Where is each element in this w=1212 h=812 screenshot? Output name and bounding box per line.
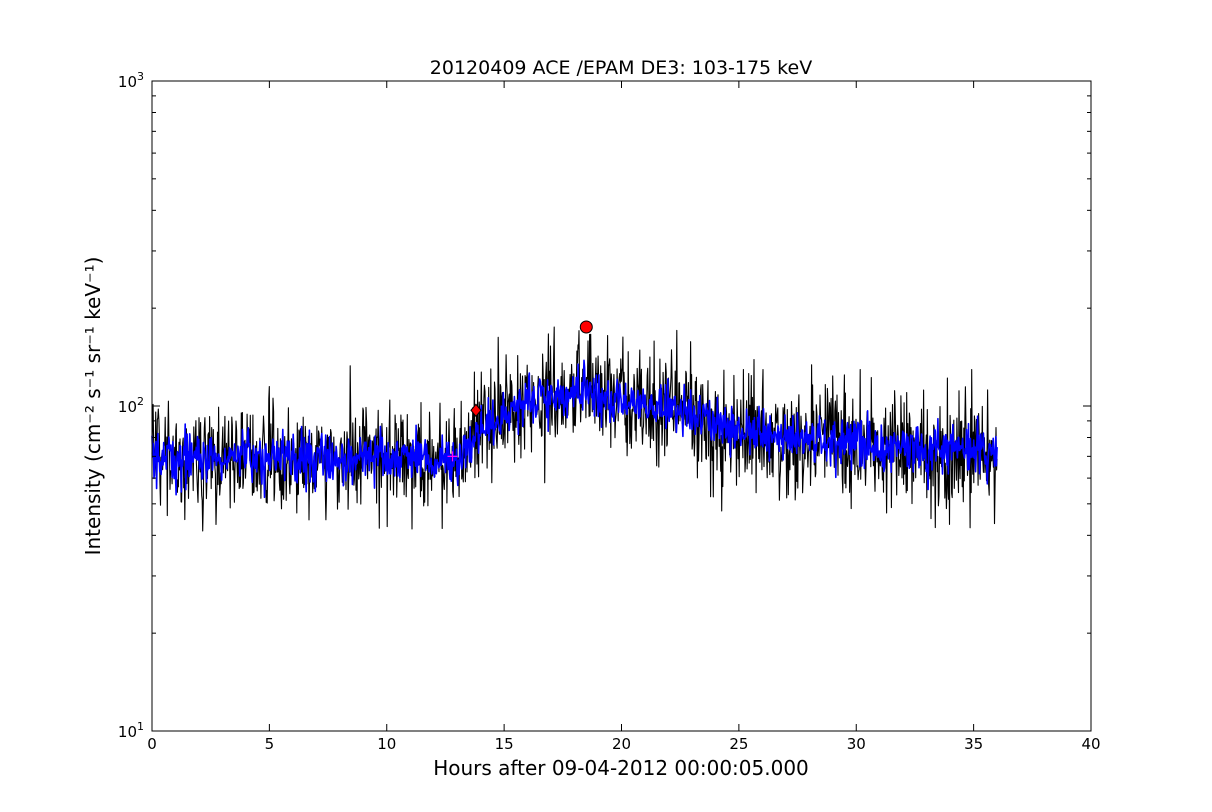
x-tick-label: 20	[612, 735, 631, 753]
marker-circle	[579, 320, 593, 334]
x-tick-label: 40	[1081, 735, 1100, 753]
x-tick-label: 15	[495, 735, 514, 753]
x-tick-label: 30	[847, 735, 866, 753]
x-tick-label: 10	[377, 735, 396, 753]
x-axis-label: Hours after 09-04-2012 00:00:05.000	[433, 756, 809, 780]
y-tick-label: 103	[118, 70, 144, 91]
y-tick-label: 101	[118, 720, 144, 741]
x-tick-label: 5	[265, 735, 275, 753]
x-tick-label: 0	[147, 735, 157, 753]
y-tick-exponent: 2	[137, 395, 144, 408]
y-tick-exponent: 3	[137, 70, 144, 83]
x-tick-label: 35	[964, 735, 983, 753]
y-tick-label: 102	[118, 395, 144, 416]
marker-plus	[447, 451, 458, 462]
y-axis-label: Intensity (cm⁻² s⁻¹ sr⁻¹ keV⁻¹)	[81, 257, 105, 556]
y-tick-base: 10	[118, 398, 137, 416]
x-tick-label: 25	[729, 735, 748, 753]
chart-title: 20120409 ACE /EPAM DE3: 103-175 keV	[430, 57, 812, 79]
y-tick-base: 10	[118, 723, 137, 741]
series-line-smoothed	[151, 359, 998, 499]
marker-diamond	[470, 403, 482, 418]
y-tick-base: 10	[118, 73, 137, 91]
y-tick-exponent: 1	[137, 720, 144, 733]
